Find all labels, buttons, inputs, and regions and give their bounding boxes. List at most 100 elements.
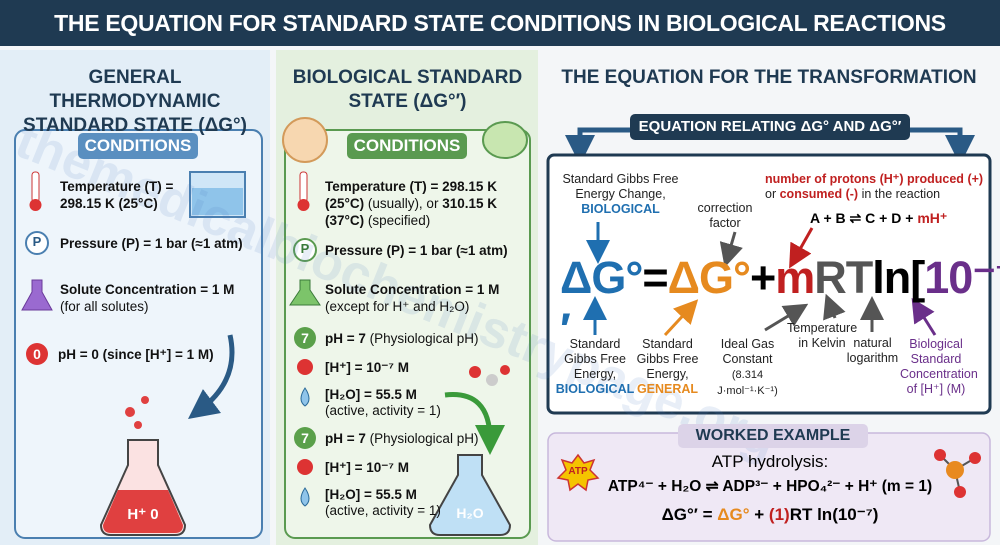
equation-banner: EQUATION RELATING ΔG° AND ΔG°′ [630,114,910,140]
annotation-text: Ideal Gas Constant [720,337,775,366]
annotation-emphasis: BIOLOGICAL [581,202,660,216]
equation-plus: + [749,252,776,303]
condition-text: pH = 7 [325,331,366,346]
condition: [H₂O] = 55.5 M [325,487,417,502]
flask-label: H₂O [456,505,484,521]
equation-general: ΔG° [667,252,751,303]
condition: Temperature (T) = 298.15 K (25°C) (usual… [325,178,525,229]
condition: pH = 0 (since [H⁺] = 1 M) [58,347,214,362]
annotation-emphasis: GENERAL [636,382,699,396]
pressure-icon [293,238,317,262]
annotation-text: in the reaction [861,187,941,201]
condition: Solute Concentration = 1 M [60,282,235,297]
thermometer-icon [29,171,42,211]
annotation: Standard Gibbs Free Energy, GENERAL [630,337,705,397]
condition: Solute Concentration = 1 M [325,282,500,297]
arrow [663,299,699,337]
equation-rt: RT [814,252,873,303]
condition: Pressure (P) = 1 bar (≈1 atm) [60,236,243,251]
ph-badge: 7 [294,327,316,349]
annotation: Biological Standard Concentration of [H⁺… [900,337,978,396]
equation-equals: = [642,252,668,303]
worked-reaction: ATP⁴⁻ + H₂O ⇌ ADP³⁻ + HPO₄²⁻ + H⁺ (m = 1… [607,478,933,495]
worked-lhs: ΔG°′ = [661,505,713,524]
conditions-tab: CONDITIONS [78,133,198,159]
condition-note: (specified) [367,213,431,228]
equation-lhs: ΔG°′ [560,252,643,355]
condition-note: (active, activity = 1) [325,403,441,418]
equation-bracket: [ [910,252,925,303]
arrow [911,297,937,336]
annotation-text: Standard Gibbs Free Energy, [564,337,626,381]
condition: [H₂O] = 55.5 M [325,387,417,402]
annotation-note: (8.314 J·mol⁻¹·K⁻¹) [717,369,778,397]
annotation: correction factor [697,201,753,230]
worked-m: (1) [768,505,790,524]
annotation-emphasis: BIOLOGICAL [555,382,635,396]
ph-badge: 0 [26,343,48,365]
condition: Temperature (T) = 298.15 K (25°C) [60,179,174,211]
flask-label: H⁺ 0 [127,506,159,523]
worked-subtitle: ATP hydrolysis: [711,452,829,471]
condition: Pressure (P) = 1 bar (≈1 atm) [325,243,508,258]
equation-concentration: 10⁻⁷ [924,252,1000,303]
equation-ln: ln [872,252,911,303]
flask-icon [289,279,321,306]
water-flask [428,454,512,536]
condition-text: Temperature (T) = 298.15 K (25°C) [325,179,497,211]
equation: ΔG°′ = ΔG° + mRT ln[10⁻⁷] [560,252,1000,356]
water-drop-icon [300,487,310,507]
conditions-tab: CONDITIONS [347,133,467,159]
condition-text: 310.15 K (37°C) [325,196,498,228]
condition: [H⁺] = 10⁻⁷ M [325,460,409,475]
water-drop-icon [300,387,310,407]
general-box [14,129,263,539]
page-title: THE EQUATION FOR STANDARD STATE CONDITIO… [54,10,946,36]
proton-icon [297,359,313,375]
reaction-m: mH⁺ [917,210,948,226]
cell-icon [282,117,328,163]
worked-equation: ΔG°′ = ΔG° + (1)RT ln(10⁻⁷) [600,505,940,525]
annotation-text: number of protons (H⁺) produced [765,172,964,186]
annotation-text: (+) [967,172,984,186]
flask-icon [21,279,53,311]
annotation-text: Standard Gibbs Free Energy Change, [562,172,679,201]
header-bar [0,0,1000,46]
curved-arrow [444,392,505,455]
condition-note: (Physiological pH) [369,431,479,446]
reaction-text: A + B ⇌ C + D + [810,210,914,226]
annotation: Standard Gibbs Free Energy Change, BIOLO… [558,172,683,217]
annotation: number of protons (H⁺) produced (+) or c… [765,172,987,202]
condition: pH = 7 (Physiological pH) [325,330,525,347]
annotation: Temperature in Kelvin [787,321,858,350]
equation-box [546,153,992,415]
annotation: natural logarithm [846,336,899,365]
condition: pH = 7 (Physiological pH) [325,430,525,447]
condition-note: (except for H⁺ and H₂O) [325,299,470,314]
worked-example-tab: WORKED EXAMPLE [678,424,868,448]
panel-title: GENERAL THERMODYNAMIC STANDARD STATE (ΔG… [23,67,247,136]
annotation: Ideal Gas Constant (8.314 J·mol⁻¹·K⁻¹) [710,337,785,399]
pressure-badge: P [300,241,310,256]
pressure-icon [25,231,49,255]
cell-icon [482,121,528,159]
condition: [H⁺] = 10⁻⁷ M [325,360,409,375]
panel-title: THE EQUATION FOR THE TRANSFORMATION [561,67,977,88]
condition-note: (for all solutes) [60,299,149,314]
arrow [789,227,814,269]
worked-plus: + [754,505,765,524]
annotation-text: Standard Gibbs Free Energy, [636,337,699,381]
molecule-icon [469,365,510,386]
proton-icon [297,459,313,475]
arrow [823,293,846,321]
arrow [719,231,743,268]
red-flask [99,396,187,536]
condition-note: (usually), or [367,196,439,211]
atp-icon [556,453,600,492]
annotation: Standard Gibbs Free Energy, BIOLOGICAL [555,337,635,397]
condition-text: pH = 7 [325,431,366,446]
arrow [764,303,809,332]
pressure-badge: P [32,234,42,249]
